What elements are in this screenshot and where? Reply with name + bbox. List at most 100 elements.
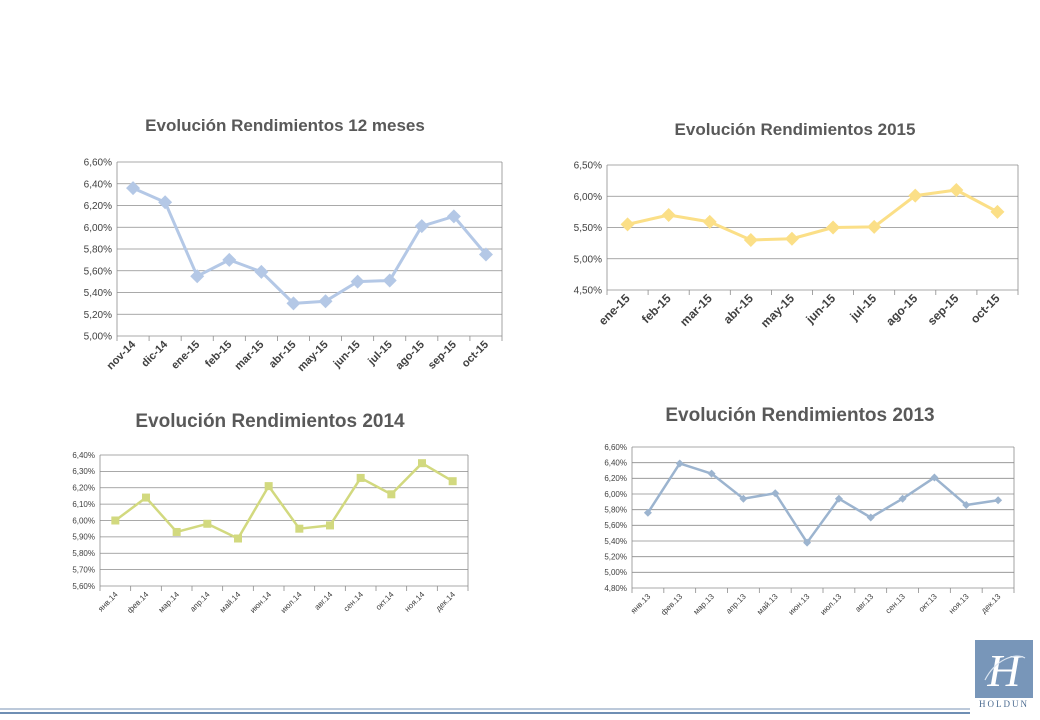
x-tick-label: jun-15	[803, 291, 839, 327]
chart-2015: Evolución Rendimientos 2015 4,50% 5,00% 5,…	[560, 110, 1030, 370]
x-tick-label: may-15	[758, 291, 797, 330]
x-tick-label: дек.13	[979, 592, 1003, 616]
chart-plot: 5,00% 5,20% 5,40% 5,60% 5,80% 6,00% 6,20% 6,40%…	[84, 158, 503, 374]
data-point	[172, 527, 181, 536]
holdun-logo: H HOLDUN	[975, 640, 1035, 709]
data-point	[675, 459, 684, 468]
logo-monogram-box: H	[975, 640, 1033, 698]
x-tick-label: ноя.13	[947, 592, 971, 616]
y-tick-label: 6,60%	[84, 158, 112, 169]
data-point	[743, 233, 758, 247]
data-point	[803, 538, 812, 547]
data-point	[350, 274, 365, 289]
x-tick-label: апр.13	[724, 592, 748, 616]
data-point	[867, 219, 882, 234]
data-point	[771, 489, 780, 498]
data-point	[254, 264, 269, 279]
data-point	[190, 269, 205, 284]
chart-plot: 5,60% 5,70% 5,80% 5,90% 6,00% 6,10% 6,20% 6,30%…	[72, 451, 469, 615]
chart-title: Evolución Rendimientos 2015	[674, 120, 916, 139]
x-tick-label: янв.14	[96, 590, 120, 614]
data-point	[446, 209, 461, 224]
chart-2014: Evolución Rendimientos 2014 5,60% 5,70% 5,…	[30, 405, 510, 650]
x-tick-label: ago-15	[883, 291, 920, 328]
data-point	[448, 477, 457, 486]
x-tick-label: mar-15	[232, 339, 266, 373]
x-tick-label: дек.14	[434, 590, 458, 614]
data-point	[295, 524, 304, 533]
logo-monogram-icon: H	[984, 645, 1026, 696]
x-tick-label: окт.13	[917, 592, 939, 614]
y-tick-label: 6,10%	[72, 500, 95, 509]
data-point	[930, 473, 939, 482]
logo-wordmark: HOLDUN	[979, 699, 1029, 709]
x-tick-label: oct-15	[968, 291, 1003, 326]
x-tick-label: окт.14	[374, 590, 396, 612]
x-tick-label: май.13	[755, 592, 780, 617]
chart-title: Evolución Rendimientos 2014	[135, 411, 405, 432]
data-point	[826, 220, 841, 235]
data-point	[643, 508, 652, 517]
x-tick-label: мар.14	[157, 590, 182, 615]
y-tick-label: 6,40%	[72, 451, 95, 460]
footer-line-light	[0, 708, 970, 710]
data-point	[707, 469, 716, 478]
chart-plot: 4,80% 5,00% 5,20% 5,40% 5,60% 5,80% 6,00% 6,20%…	[604, 443, 1015, 617]
data-point	[702, 214, 717, 229]
y-tick-label: 5,00%	[574, 254, 602, 265]
y-tick-label: 6,20%	[604, 474, 627, 483]
chart-2013: Evolución Rendimientos 2013 4,80% 5,00% 5,…	[570, 395, 1030, 650]
y-tick-label: 6,40%	[604, 458, 627, 467]
data-point	[834, 494, 843, 503]
y-tick-label: 5,00%	[84, 332, 112, 343]
y-tick-label: 5,20%	[604, 552, 627, 561]
x-tick-label: ago-15	[393, 339, 427, 373]
y-tick-label: 5,80%	[72, 549, 95, 558]
data-point	[990, 204, 1005, 219]
data-point	[111, 516, 120, 525]
x-tick-label: фев.14	[125, 590, 150, 615]
chart-12-meses: Evolución Rendimientos 12 meses 5,00% 5,2…	[60, 110, 510, 400]
y-tick-label: 6,60%	[604, 443, 627, 452]
data-point	[414, 219, 429, 234]
y-tick-label: 5,90%	[72, 533, 95, 542]
x-tick-label: сен.13	[884, 592, 908, 616]
y-tick-label: 5,60%	[604, 521, 627, 530]
data-point	[203, 519, 212, 528]
data-point	[866, 513, 875, 522]
data-point	[661, 208, 676, 222]
data-point	[142, 493, 150, 502]
y-tick-label: 6,20%	[72, 484, 95, 493]
x-tick-label: abr-15	[267, 339, 299, 371]
x-tick-label: dic-14	[139, 338, 171, 370]
y-tick-label: 4,50%	[574, 286, 602, 297]
data-point	[222, 252, 237, 267]
x-tick-label: фев.13	[659, 592, 684, 617]
x-tick-label: сен.14	[342, 590, 366, 614]
x-tick-label: май.14	[218, 590, 243, 615]
x-tick-label: nov-14	[105, 338, 139, 372]
data-point	[478, 247, 493, 262]
y-tick-label: 5,80%	[84, 245, 112, 256]
y-tick-label: 5,80%	[604, 505, 627, 514]
chart-title: Evolución Rendimientos 2013	[665, 405, 935, 426]
data-point	[382, 273, 397, 288]
data-point	[158, 195, 173, 210]
y-tick-label: 5,40%	[604, 537, 627, 546]
y-tick-label: 5,20%	[84, 310, 112, 321]
data-point	[994, 496, 1003, 505]
data-point	[908, 188, 923, 203]
data-point	[620, 217, 635, 232]
x-tick-label: sep-15	[426, 339, 459, 372]
y-tick-label: 5,40%	[84, 288, 112, 299]
y-tick-label: 4,80%	[604, 584, 627, 593]
data-point	[962, 500, 971, 509]
chart-title: Evolución Rendimientos 12 meses	[145, 116, 425, 135]
footer-line-dark	[0, 712, 970, 714]
x-tick-label: oct-15	[460, 339, 491, 370]
x-tick-label: ene-15	[169, 339, 202, 372]
chart-plot: 4,50% 5,00% 5,50% 6,00% 6,50% ene-15 feb-15 mar…	[574, 161, 1019, 330]
y-tick-label: 6,00%	[574, 192, 602, 203]
x-tick-label: янв.13	[629, 592, 653, 616]
series-line	[627, 188, 999, 242]
